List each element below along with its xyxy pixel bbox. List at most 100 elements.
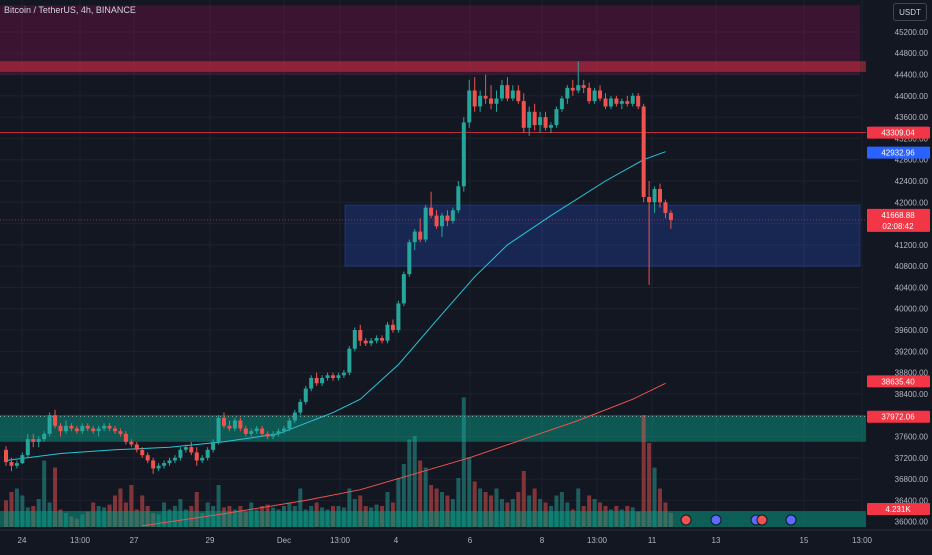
candle-body[interactable] [489,98,494,104]
candle-body[interactable] [80,425,85,432]
candle-body[interactable] [69,425,74,429]
candle-body[interactable] [658,188,662,203]
candle-body[interactable] [652,188,657,203]
candle-body[interactable] [440,215,444,227]
candle-body[interactable] [450,210,455,221]
candle-body[interactable] [467,90,472,123]
candle-body[interactable] [167,460,172,464]
candle-body[interactable] [434,215,439,227]
candle-body[interactable] [336,375,341,378]
candle-body[interactable] [494,98,499,104]
candle-body[interactable] [538,117,543,126]
price-axis-panel[interactable] [866,0,932,550]
candle-body[interactable] [216,417,221,442]
candle-body[interactable] [549,125,553,128]
candle-body[interactable] [554,109,559,126]
candle-body[interactable] [647,196,652,203]
candle-body[interactable] [63,425,68,432]
candle-body[interactable] [298,401,303,413]
candle-body[interactable] [58,425,63,432]
candle-body[interactable] [9,462,14,466]
candle-body[interactable] [47,415,52,434]
candle-body[interactable] [243,428,248,434]
candle-body[interactable] [407,242,412,275]
candle-body[interactable] [587,87,592,102]
candle-body[interactable] [151,460,156,469]
candle-body[interactable] [227,425,232,429]
candle-body[interactable] [352,330,357,349]
candle-body[interactable] [521,101,526,128]
candle-body[interactable] [630,95,635,104]
candle-body[interactable] [172,457,177,461]
candle-body[interactable] [396,303,401,331]
candle-body[interactable] [211,441,216,450]
candle-body[interactable] [358,330,363,341]
candle-body[interactable] [445,215,450,221]
candle-body[interactable] [91,428,96,432]
candle-body[interactable] [129,441,134,445]
candle-body[interactable] [429,207,434,216]
candle-body[interactable] [265,433,270,437]
candle-body[interactable] [423,207,428,240]
candle-body[interactable] [527,111,532,128]
candle-body[interactable] [42,433,47,440]
candle-body[interactable] [200,457,205,461]
candle-body[interactable] [320,377,325,384]
economic-event-icon[interactable] [785,514,797,526]
economic-event-icon[interactable] [756,514,768,526]
candle-body[interactable] [205,449,210,458]
candle-body[interactable] [478,95,483,107]
candle-body[interactable] [303,388,308,402]
candle-body[interactable] [625,101,630,104]
candle-body[interactable] [96,428,101,432]
candle-body[interactable] [134,444,139,450]
candle-body[interactable] [505,85,510,99]
candle-body[interactable] [254,428,259,432]
candle-body[interactable] [102,425,107,429]
candle-body[interactable] [570,87,575,91]
candle-body[interactable] [178,449,183,458]
candle-body[interactable] [581,85,586,88]
candle-body[interactable] [369,340,374,344]
candle-body[interactable] [194,452,199,461]
candle-body[interactable] [347,348,352,373]
candle-body[interactable] [287,420,292,429]
candle-body[interactable] [510,90,515,99]
time-axis-panel[interactable] [0,530,932,550]
candle-body[interactable] [608,98,613,107]
candle-body[interactable] [614,98,619,104]
candle-body[interactable] [14,463,19,466]
candle-body[interactable] [543,117,548,128]
candle-body[interactable] [162,463,167,466]
candle-body[interactable] [118,431,123,434]
candle-body[interactable] [499,85,504,99]
candle-body[interactable] [183,447,188,450]
candle-body[interactable] [189,447,194,453]
candle-body[interactable] [663,202,668,213]
candle-body[interactable] [483,95,488,99]
candle-body[interactable] [390,324,395,331]
candle-body[interactable] [418,231,423,240]
candle-body[interactable] [314,377,319,384]
candle-body[interactable] [4,449,8,463]
candle-body[interactable] [238,420,243,429]
candle-body[interactable] [222,417,226,426]
candle-body[interactable] [25,439,30,456]
candle-body[interactable] [641,106,646,197]
candle-body[interactable] [619,101,624,104]
candle-body[interactable] [636,95,641,107]
candle-body[interactable] [603,98,608,107]
candle-body[interactable] [113,428,117,432]
candle-body[interactable] [271,433,276,437]
candle-body[interactable] [576,85,581,91]
candle-body[interactable] [363,340,368,344]
candle-body[interactable] [292,412,297,421]
candle-body[interactable] [309,377,314,389]
candle-body[interactable] [85,425,90,429]
candle-body[interactable] [20,455,25,464]
candle-body[interactable] [565,87,570,99]
candle-body[interactable] [53,415,58,426]
candle-body[interactable] [232,420,237,429]
candle-body[interactable] [123,433,128,442]
